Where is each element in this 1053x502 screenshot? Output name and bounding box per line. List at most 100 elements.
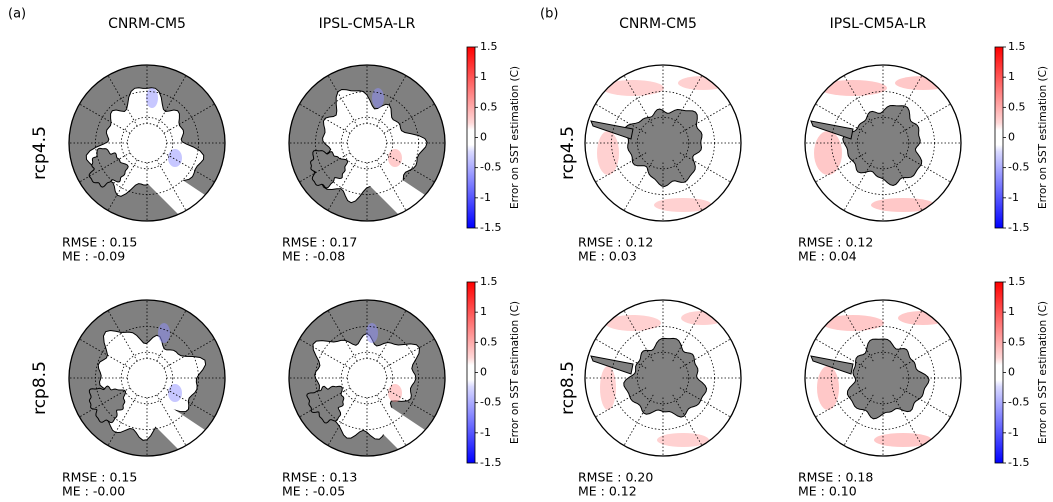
stat-text: RMSE : 0.20 bbox=[578, 470, 653, 485]
anomaly bbox=[605, 315, 661, 331]
grid-meridian bbox=[376, 310, 407, 362]
anomaly bbox=[388, 149, 402, 167]
grid-meridian bbox=[892, 310, 923, 362]
grid-meridian bbox=[156, 310, 187, 362]
land bbox=[623, 337, 708, 418]
map-border bbox=[584, 64, 742, 222]
anomaly bbox=[168, 149, 182, 167]
peninsula bbox=[590, 120, 634, 140]
grid-meridian bbox=[843, 310, 874, 362]
colorbar-tick-label: -0.5 bbox=[1008, 161, 1029, 174]
colorbar-tick-label: -1 bbox=[480, 191, 491, 204]
pole-cap bbox=[127, 358, 167, 398]
grid-meridian bbox=[899, 338, 951, 369]
grid-meridian bbox=[679, 387, 731, 418]
stat-text: ME : 0.12 bbox=[578, 484, 637, 499]
greenland bbox=[88, 147, 129, 188]
grid-meridian bbox=[815, 338, 867, 369]
grid-meridian bbox=[383, 103, 435, 134]
stat-text: ME : 0.10 bbox=[798, 484, 857, 499]
grid-meridian bbox=[595, 338, 647, 369]
row-label: rcp8.5 bbox=[558, 361, 578, 415]
colorbar-tick-label: -0.5 bbox=[480, 161, 501, 174]
grid-circle bbox=[856, 116, 910, 170]
colorbar-label: Error on SST estimation (C) bbox=[1037, 301, 1049, 444]
colorbar bbox=[994, 281, 1004, 464]
colorbar bbox=[466, 46, 476, 229]
grid-circle bbox=[856, 351, 910, 405]
stat-text: RMSE : 0.15 bbox=[62, 470, 137, 485]
anomaly bbox=[158, 323, 170, 343]
anomaly bbox=[822, 315, 884, 331]
anomaly bbox=[874, 433, 932, 447]
stat-text: ME : -0.00 bbox=[62, 484, 125, 499]
grid-meridian bbox=[672, 75, 703, 127]
colorbar-tick-label: -1.5 bbox=[480, 221, 501, 234]
stat-text: ME : -0.05 bbox=[282, 484, 345, 499]
grid-meridian bbox=[595, 387, 647, 418]
map-border bbox=[804, 64, 962, 222]
peninsula bbox=[810, 120, 854, 140]
anomaly bbox=[819, 80, 887, 96]
grid-meridian bbox=[843, 75, 874, 127]
stat-text: RMSE : 0.15 bbox=[62, 235, 137, 250]
polar-map bbox=[289, 65, 445, 221]
grid-meridian bbox=[327, 310, 358, 362]
colorbar-tick-label: 1 bbox=[1008, 305, 1015, 318]
panel-label: (b) bbox=[540, 7, 558, 22]
polar-map bbox=[805, 300, 961, 456]
anomaly bbox=[372, 88, 384, 108]
column-title: CNRM-CM5 bbox=[108, 16, 186, 32]
map-border bbox=[68, 299, 226, 457]
anomaly bbox=[895, 76, 951, 90]
stat-text: RMSE : 0.13 bbox=[282, 470, 357, 485]
polar-map bbox=[69, 300, 225, 456]
row-label: rcp8.5 bbox=[30, 361, 50, 415]
map-border bbox=[288, 299, 446, 457]
pole-cap bbox=[347, 123, 387, 163]
greenland bbox=[310, 149, 349, 189]
grid-meridian bbox=[672, 310, 703, 362]
stat-text: ME : 0.03 bbox=[578, 249, 637, 264]
colorbar-tick-label: 1.5 bbox=[480, 40, 498, 53]
land bbox=[842, 104, 923, 187]
colorbar-tick-label: 0.5 bbox=[1008, 100, 1026, 113]
grid-meridian bbox=[79, 103, 131, 134]
grid-circle bbox=[120, 351, 174, 405]
grid-meridian bbox=[843, 159, 874, 211]
grid-meridian bbox=[79, 338, 131, 369]
grid-meridian bbox=[892, 159, 923, 211]
grid-meridian bbox=[679, 103, 731, 134]
grid-meridian bbox=[299, 387, 351, 418]
stat-text: RMSE : 0.17 bbox=[282, 235, 357, 250]
anomaly bbox=[168, 384, 182, 402]
column-title: IPSL-CM5A-LR bbox=[319, 16, 416, 32]
anomaly bbox=[597, 131, 619, 175]
grid-circle bbox=[636, 351, 690, 405]
grid-meridian bbox=[79, 387, 131, 418]
colorbar-tick-label: 0 bbox=[1008, 131, 1015, 144]
colorbar bbox=[466, 281, 476, 464]
row-label: rcp4.5 bbox=[558, 126, 578, 180]
grid-meridian bbox=[376, 159, 407, 211]
anomaly bbox=[814, 131, 842, 175]
row-label: rcp4.5 bbox=[30, 126, 50, 180]
land bbox=[624, 108, 703, 188]
colorbar-tick-label: 0.5 bbox=[1008, 335, 1026, 348]
grid-meridian bbox=[383, 152, 435, 183]
grid-meridian bbox=[815, 152, 867, 183]
grid-meridian bbox=[623, 75, 654, 127]
polar-map bbox=[585, 65, 741, 221]
colorbar-tick-label: 1.5 bbox=[1008, 40, 1026, 53]
grid-meridian bbox=[107, 159, 138, 211]
grid-meridian bbox=[327, 75, 358, 127]
colorbar-tick-label: 1 bbox=[1008, 70, 1015, 83]
grid-meridian bbox=[679, 338, 731, 369]
grid-meridian bbox=[376, 394, 407, 446]
colorbar-tick-label: 0 bbox=[1008, 366, 1015, 379]
grid-meridian bbox=[899, 152, 951, 183]
stat-text: ME : -0.08 bbox=[282, 249, 345, 264]
grid-meridian bbox=[595, 152, 647, 183]
colorbar-tick-label: 1.5 bbox=[1008, 275, 1026, 288]
